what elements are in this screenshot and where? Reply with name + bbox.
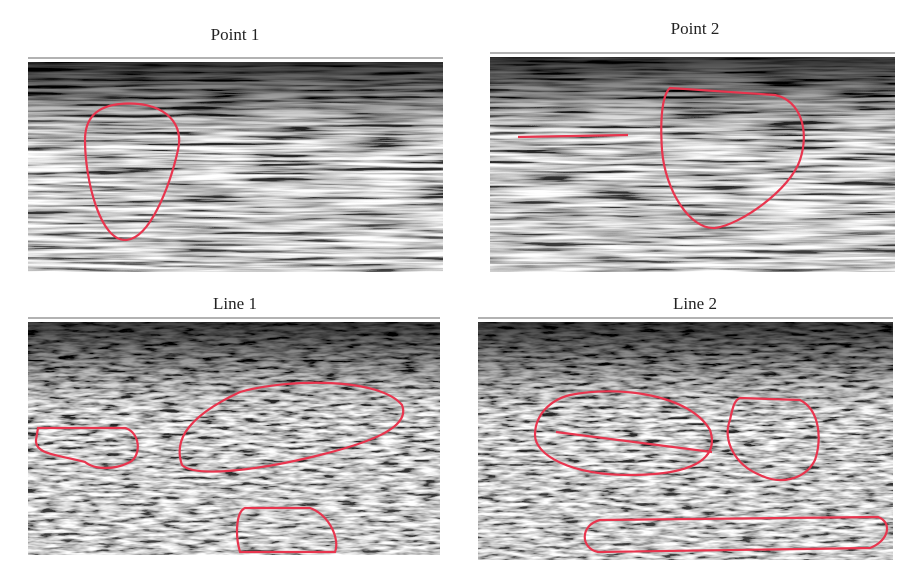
panel-title: Line 1	[213, 294, 257, 313]
anomaly-outlines	[34, 86, 888, 554]
panel-title: Line 2	[673, 294, 717, 313]
radargram	[28, 57, 443, 272]
radargram	[478, 317, 893, 560]
panel-title: Point 2	[671, 19, 720, 38]
radargram	[490, 52, 895, 272]
panel-title: Point 1	[211, 25, 260, 44]
